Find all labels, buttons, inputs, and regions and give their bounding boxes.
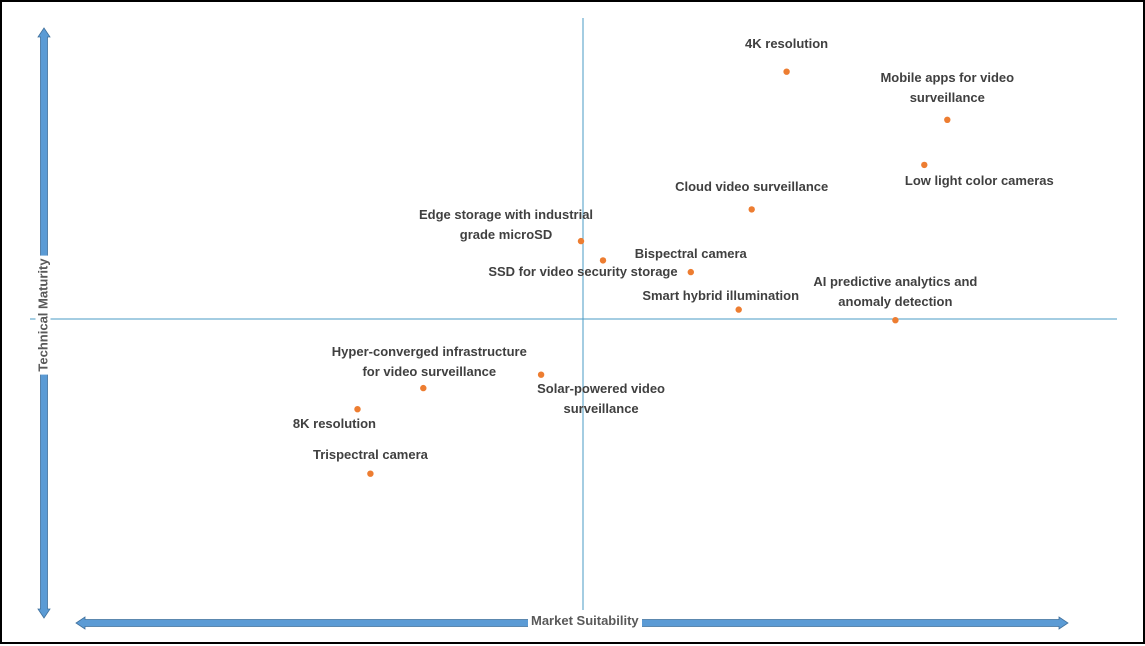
point-label: Hyper-converged infrastructure for video … xyxy=(332,342,527,382)
point-label-line: surveillance xyxy=(909,89,985,105)
data-point xyxy=(892,317,899,324)
data-point xyxy=(354,406,361,413)
point-label: Bispectral camera xyxy=(635,244,747,264)
data-point xyxy=(735,306,742,313)
point-label-line: Edge storage with industrial xyxy=(418,207,594,223)
point-label-line: anomaly detection xyxy=(838,294,953,310)
data-point xyxy=(748,206,755,213)
data-point xyxy=(420,384,427,392)
point-label-line: Solar-powered video xyxy=(537,380,666,396)
point-label-line: AI predictive analytics and xyxy=(813,274,978,290)
x-axis-title: Market Suitability xyxy=(528,613,642,628)
point-label: Solar-powered video surveillance xyxy=(537,379,665,419)
data-point xyxy=(367,470,374,477)
point-label-line: SSD for video security storage xyxy=(488,264,678,280)
point-label-line: Smart hybrid illumination xyxy=(642,287,800,303)
point-label: Cloud video surveillance xyxy=(675,177,828,197)
point-label-line: Mobile apps for video xyxy=(880,69,1015,85)
data-point xyxy=(783,68,790,75)
point-label: Low light color cameras xyxy=(905,171,1054,191)
point-label-line: Bispectral camera xyxy=(634,246,747,262)
point-label: Mobile apps for video surveillance xyxy=(880,68,1014,108)
point-label-line: Trispectral camera xyxy=(312,446,428,462)
point-label: 8K resolution xyxy=(293,414,376,434)
point-label: Smart hybrid illumination xyxy=(642,286,799,306)
point-label: AI predictive analytics and anomaly detec… xyxy=(813,272,977,312)
y-axis-title: Technical Maturity xyxy=(35,255,51,375)
point-label: SSD for video security storage xyxy=(488,262,677,282)
data-point xyxy=(687,268,694,276)
data-point xyxy=(921,161,928,169)
point-label-line: Cloud video surveillance xyxy=(675,179,829,195)
data-point xyxy=(577,237,585,245)
point-label: Trispectral camera xyxy=(313,445,428,465)
data-point xyxy=(599,257,607,264)
point-label-line: Hyper-converged infrastructure xyxy=(331,344,527,360)
point-label: Edge storage with industrial grade microS… xyxy=(419,205,593,245)
point-label-line: 4K resolution xyxy=(745,35,829,51)
point-label-line: surveillance xyxy=(563,400,639,416)
data-point xyxy=(537,371,545,378)
point-label-line: grade microSD xyxy=(459,227,553,243)
data-point xyxy=(944,116,951,124)
point-label-line: 8K resolution xyxy=(292,416,376,432)
point-label-line: for video surveillance xyxy=(362,364,497,380)
point-label: 4K resolution xyxy=(745,34,828,54)
point-label-line: Low light color cameras xyxy=(904,172,1054,188)
